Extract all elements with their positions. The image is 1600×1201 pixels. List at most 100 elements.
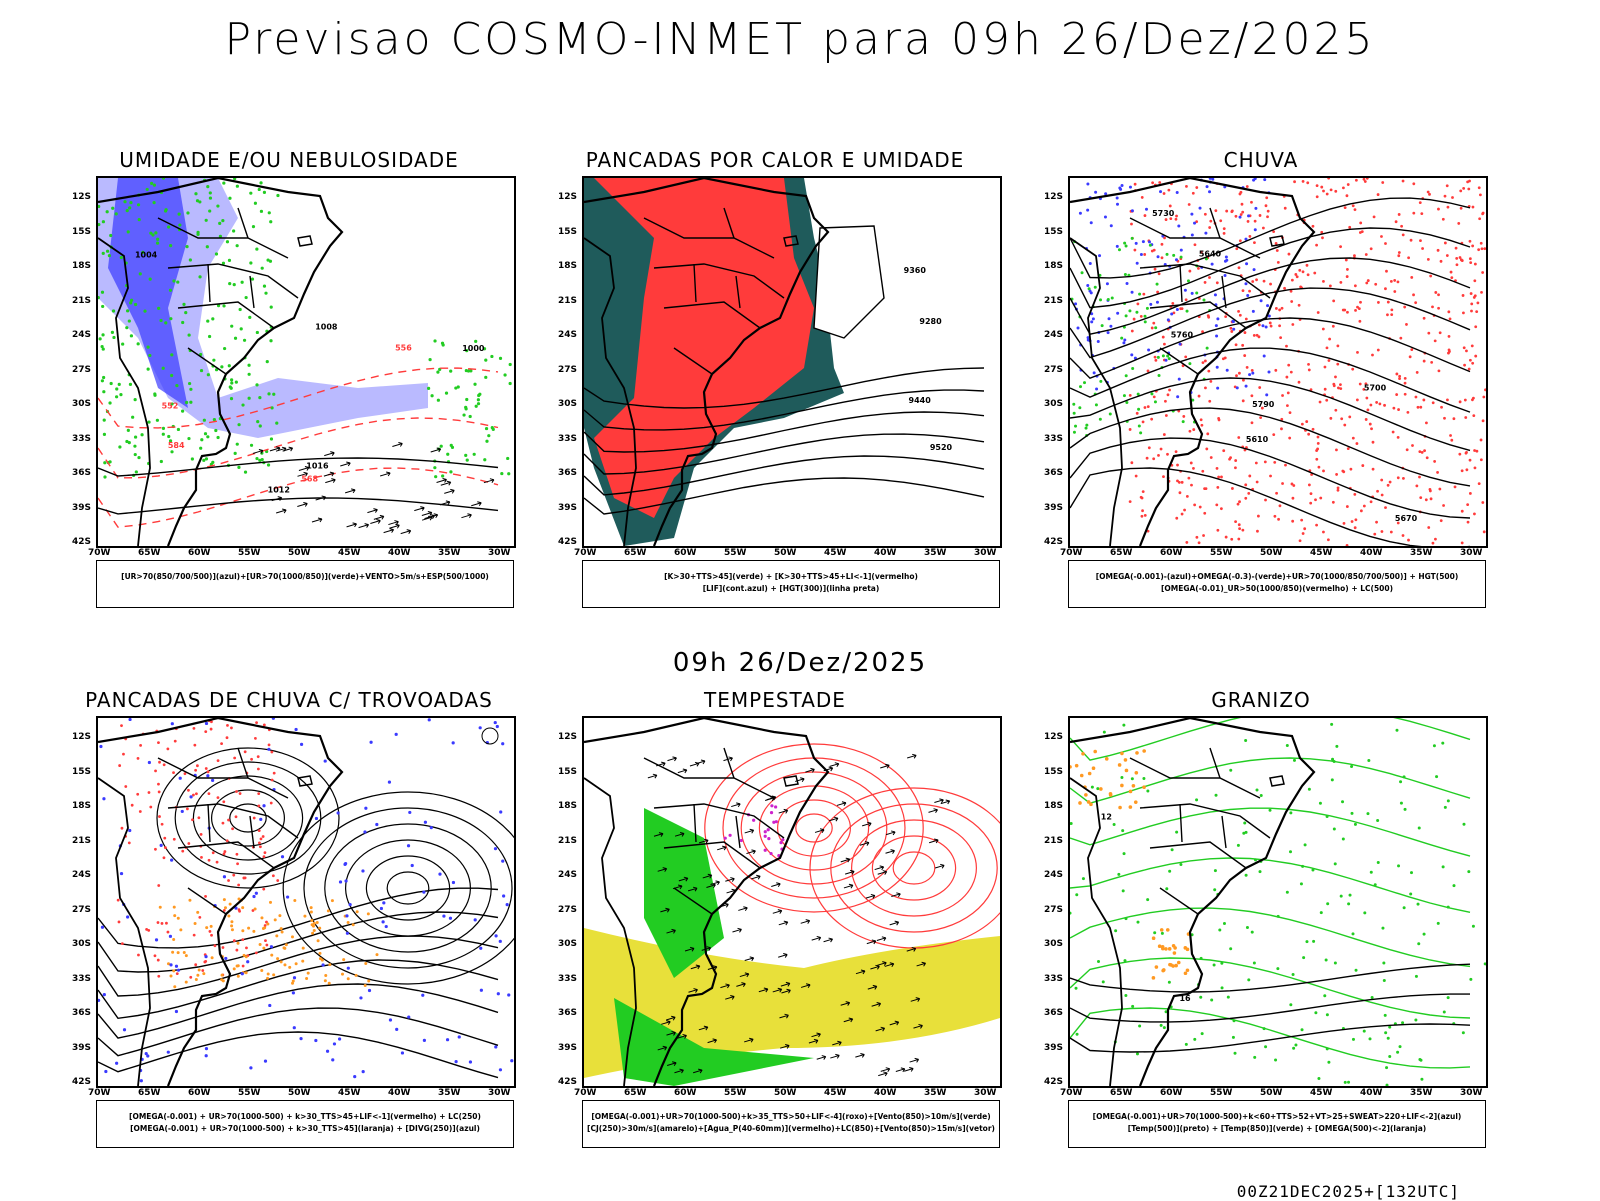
lat-tick-label: 36S <box>1044 1008 1064 1018</box>
lon-tick-label: 55W <box>238 548 261 558</box>
contour-label: 5670 <box>1395 514 1418 523</box>
lat-tick-label: 27S <box>72 364 92 375</box>
panel-title: PANCADAS DE CHUVA C/ TROVOADAS <box>85 688 493 712</box>
lat-tick-label: 36S <box>1044 468 1064 478</box>
lat-tick-label: 18S <box>1044 261 1064 271</box>
lat-tick-label: 30S <box>72 399 92 409</box>
legend-line: [OMEGA(-0.001)+UR>70(1000-500)+k>35_TTS>… <box>591 1112 991 1121</box>
contour-label: 9520 <box>930 443 953 452</box>
map-canvas <box>98 718 514 1086</box>
lon-tick-label: 30W <box>488 1088 511 1098</box>
lon-tick-label: 45W <box>338 1088 361 1098</box>
panel-legend: [OMEGA(-0.001) + UR>70(1000-500) + k>30_… <box>96 1100 514 1148</box>
lat-tick-label: 21S <box>1044 835 1064 846</box>
legend-line: [Temp(500)](preto) + [Temp(850)](verde) … <box>1127 1124 1427 1133</box>
lon-tick-label: 70W <box>574 548 597 558</box>
lat-tick-label: 15S <box>1044 766 1064 777</box>
lat-tick-label: 39S <box>1044 502 1064 513</box>
contour-label: 16 <box>1179 994 1191 1003</box>
lat-tick-label: 30S <box>72 939 92 949</box>
lat-tick-label: 12S <box>558 192 578 202</box>
mid-time-label: 09h 26/Dez/2025 <box>672 648 928 678</box>
contour-label: 5760 <box>1171 330 1194 339</box>
lat-tick-label: 42S <box>558 537 578 547</box>
panel-map[interactable] <box>96 716 516 1088</box>
lat-tick-label: 21S <box>72 835 92 846</box>
lon-tick-label: 35W <box>438 1088 461 1098</box>
lon-tick-label: 60W <box>1160 548 1183 558</box>
lon-tick-label: 70W <box>1060 548 1083 558</box>
legend-line: [CJ(250)>30m/s](amarelo)+[Agua_P(40-60mm… <box>587 1124 995 1133</box>
contour-label: 5610 <box>1246 435 1269 444</box>
lon-tick-label: 70W <box>1060 1088 1083 1098</box>
lat-tick-label: 27S <box>1044 364 1064 375</box>
lat-tick-label: 24S <box>72 870 92 880</box>
contour-label: 5700 <box>1364 384 1387 393</box>
lon-tick-label: 40W <box>874 1088 897 1098</box>
contour-label: 5790 <box>1252 400 1275 409</box>
forecast-panel-4: PANCADAS DE CHUVA C/ TROVOADAS [OMEGA(-0… <box>72 688 516 1188</box>
lat-tick-label: 42S <box>72 537 92 547</box>
lon-tick-label: 30W <box>974 1088 997 1098</box>
panel-title: CHUVA <box>1223 148 1299 172</box>
lat-tick-label: 39S <box>72 502 92 513</box>
lat-tick-label: 21S <box>1044 295 1064 306</box>
lat-tick-label: 42S <box>1044 537 1064 547</box>
lon-tick-label: 40W <box>388 1088 411 1098</box>
contour-label: 556 <box>395 343 412 352</box>
lon-tick-label: 65W <box>1110 548 1133 558</box>
lon-tick-label: 50W <box>1260 1088 1283 1098</box>
lon-tick-label: 40W <box>874 548 897 558</box>
lat-tick-label: 39S <box>558 502 578 513</box>
lon-tick-label: 35W <box>1410 548 1433 558</box>
lon-tick-label: 30W <box>488 548 511 558</box>
lat-tick-label: 27S <box>558 904 578 915</box>
panel-title: GRANIZO <box>1211 688 1311 712</box>
lon-tick-label: 60W <box>674 548 697 558</box>
lon-tick-label: 35W <box>924 548 947 558</box>
contour-label: 5640 <box>1199 250 1222 259</box>
panel-legend: [UR>70(850/700/500)](azul)+[UR>70(1000/8… <box>96 560 514 608</box>
lat-tick-label: 15S <box>558 226 578 237</box>
lon-tick-label: 30W <box>1460 1088 1483 1098</box>
lon-tick-label: 45W <box>1310 548 1333 558</box>
lat-tick-label: 39S <box>1044 1042 1064 1053</box>
lon-tick-label: 60W <box>674 1088 697 1098</box>
panel-map[interactable]: 9520 9440 9360 9280 <box>582 176 1002 548</box>
panel-map[interactable] <box>582 716 1002 1088</box>
lon-tick-label: 70W <box>88 1088 111 1098</box>
lat-tick-label: 15S <box>558 766 578 777</box>
lon-tick-label: 35W <box>1410 1088 1433 1098</box>
lon-tick-label: 50W <box>288 548 311 558</box>
lon-tick-label: 65W <box>624 548 647 558</box>
contour-label: 9280 <box>919 317 942 326</box>
lat-tick-label: 24S <box>1044 330 1064 340</box>
contour-label: 12 <box>1101 812 1112 821</box>
lat-tick-label: 24S <box>558 870 578 880</box>
legend-line: [OMEGA(-0.01)_UR>50(1000/850)(vermelho) … <box>1160 584 1394 593</box>
lon-tick-label: 40W <box>1360 1088 1383 1098</box>
lat-tick-label: 12S <box>558 732 578 742</box>
legend-line: [OMEGA(-0.001)-(azul)+OMEGA(-0.3)-(verde… <box>1095 572 1459 581</box>
panel-map[interactable]: 1012 1016 1008 1004 1000 584 568 552 556 <box>96 176 516 548</box>
lon-tick-label: 40W <box>1360 548 1383 558</box>
lat-tick-label: 21S <box>72 295 92 306</box>
lat-tick-label: 18S <box>558 801 578 811</box>
run-footer: 00Z21DEC2025+[132UTC] <box>1236 1182 1460 1201</box>
forecast-panel-6: GRANIZO 12 16 [OMEGA(-0.001)+UR>70(1000-5… <box>1044 688 1488 1188</box>
lat-tick-label: 12S <box>72 732 92 742</box>
contour-label: 552 <box>162 401 179 410</box>
lat-tick-label: 27S <box>72 904 92 915</box>
legend-line: [LIF](cont.azul) + [HGT(300)](linha pret… <box>702 584 880 593</box>
lat-tick-label: 36S <box>558 468 578 478</box>
contour-label: 584 <box>168 441 185 450</box>
panel-map[interactable]: 12 16 <box>1068 716 1488 1088</box>
lon-tick-label: 50W <box>288 1088 311 1098</box>
forecast-panel-3: CHUVA 5790 5760 5730 5700 5670 5640 5610 [OMEG… <box>1044 148 1488 648</box>
lat-tick-label: 27S <box>558 364 578 375</box>
lon-tick-label: 60W <box>188 1088 211 1098</box>
lon-tick-label: 50W <box>774 548 797 558</box>
lat-tick-label: 18S <box>558 261 578 271</box>
contour-label: 1008 <box>315 323 338 332</box>
panel-map[interactable]: 5790 5760 5730 5700 5670 5640 5610 <box>1068 176 1488 548</box>
